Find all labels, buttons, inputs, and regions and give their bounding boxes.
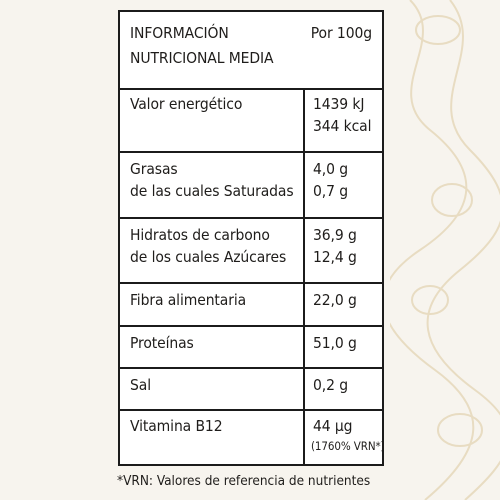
row-fat-value: 4,0 g bbox=[313, 160, 348, 178]
row-protein-value: 51,0 g bbox=[313, 334, 357, 352]
row-fat-label: Grasas bbox=[130, 160, 178, 178]
row-salt-value: 0,2 g bbox=[313, 376, 348, 394]
header-title-line1: INFORMACIÓN bbox=[130, 24, 229, 42]
header-per-100g: Por 100g bbox=[310, 24, 372, 42]
row-b12-vrn-note: (1760% VRN*) bbox=[311, 439, 385, 453]
footnote-vrn: *VRN: Valores de referencia de nutriente… bbox=[117, 473, 371, 489]
row-carbs-label: Hidratos de carbono bbox=[130, 226, 270, 244]
row-energy-label: Valor energético bbox=[130, 95, 243, 113]
divider bbox=[120, 367, 382, 369]
row-energy-kcal: 344 kcal bbox=[313, 117, 372, 135]
row-carbs-value: 36,9 g bbox=[313, 226, 357, 244]
row-fiber-label: Fibra alimentaria bbox=[130, 291, 247, 309]
row-protein-label: Proteínas bbox=[130, 334, 194, 352]
row-saturated-value: 0,7 g bbox=[313, 182, 348, 200]
divider bbox=[120, 217, 382, 219]
header-title-line2: NUTRICIONAL MEDIA bbox=[130, 49, 274, 67]
row-sugars-label: de los cuales Azúcares bbox=[130, 248, 287, 266]
row-b12-label: Vitamina B12 bbox=[130, 417, 223, 435]
row-salt-label: Sal bbox=[130, 376, 151, 394]
row-saturated-label: de las cuales Saturadas bbox=[130, 182, 294, 200]
divider bbox=[120, 151, 382, 153]
row-energy-kj: 1439 kJ bbox=[313, 95, 365, 113]
divider bbox=[120, 282, 382, 284]
column-divider bbox=[303, 90, 305, 466]
nutrition-table: INFORMACIÓN NUTRICIONAL MEDIA Por 100g V… bbox=[118, 10, 385, 466]
row-b12-value: 44 µg bbox=[313, 417, 353, 435]
row-sugars-value: 12,4 g bbox=[313, 248, 357, 266]
divider bbox=[120, 88, 382, 90]
decorative-swirl-pattern bbox=[390, 0, 500, 500]
divider bbox=[120, 409, 382, 411]
divider bbox=[120, 325, 382, 327]
row-fiber-value: 22,0 g bbox=[313, 291, 357, 309]
